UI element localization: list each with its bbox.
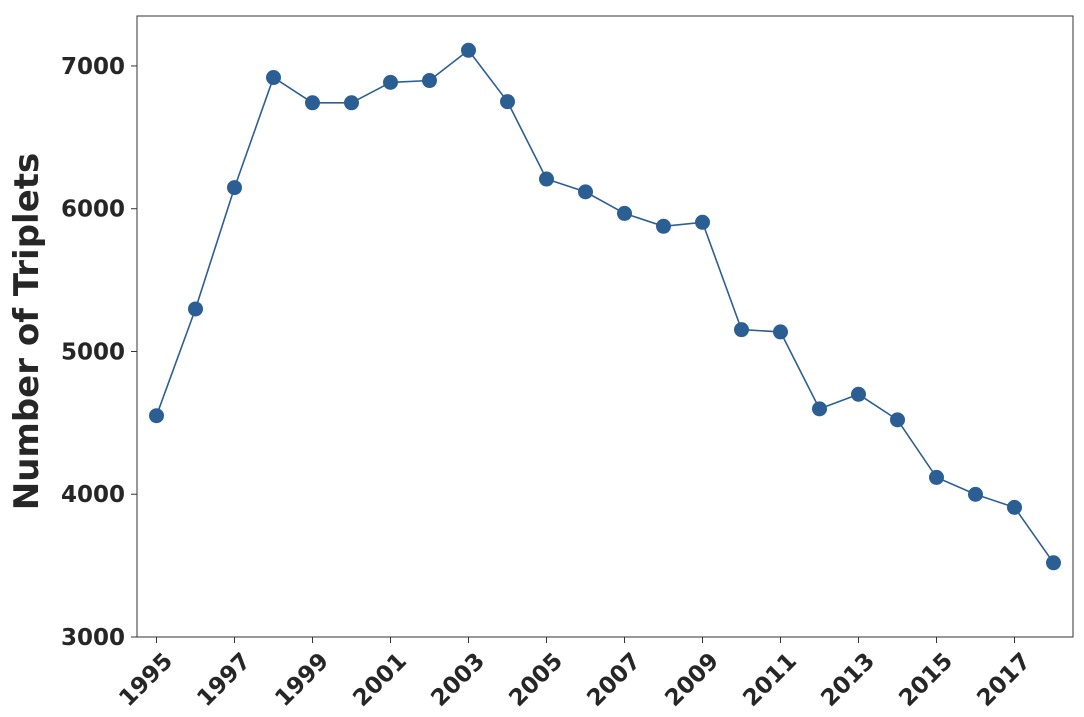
- plot-frame: [136, 15, 1074, 638]
- data-point: [1007, 499, 1022, 515]
- data-point: [1046, 555, 1061, 571]
- series-layer: [149, 42, 1061, 571]
- data-point: [344, 95, 359, 111]
- data-point: [851, 386, 866, 402]
- data-point: [188, 301, 203, 317]
- data-point: [383, 74, 398, 90]
- data-point: [929, 469, 944, 485]
- y-tick-label: 4000: [61, 482, 125, 508]
- y-tick-label: 6000: [61, 197, 125, 223]
- data-point: [617, 205, 632, 221]
- data-point: [461, 42, 476, 58]
- x-tick-label: 2005: [504, 648, 568, 712]
- data-point: [968, 486, 983, 502]
- x-tick-label: 1997: [192, 648, 256, 712]
- x-tick-label: 2015: [894, 648, 958, 712]
- y-tick-label: 7000: [61, 54, 125, 80]
- y-axis: 3000 4000 5000 6000 7000: [61, 54, 137, 651]
- data-point: [773, 324, 788, 340]
- y-tick-label: 5000: [61, 339, 125, 365]
- data-point: [149, 408, 164, 424]
- series-line: [155, 49, 1055, 564]
- x-tick-label: 2011: [738, 648, 802, 712]
- y-axis-title: Number of Triplets: [7, 153, 47, 511]
- data-point: [578, 184, 593, 200]
- x-tick-label: 2003: [426, 648, 490, 712]
- data-point: [305, 95, 320, 111]
- x-tick-label: 1999: [270, 648, 334, 712]
- data-point: [695, 214, 710, 230]
- x-axis: 1995 1997 1999 2001 2003 2005 2007 2009 2011 2013…: [114, 637, 1036, 712]
- x-tick-label: 1995: [114, 648, 178, 712]
- data-point: [266, 70, 281, 86]
- data-point: [656, 218, 671, 234]
- x-tick-label: 2007: [582, 648, 646, 712]
- x-tick-label: 2001: [348, 648, 412, 712]
- data-point: [227, 180, 242, 196]
- data-point: [539, 171, 554, 187]
- data-point: [422, 73, 437, 89]
- data-point: [734, 322, 749, 338]
- x-tick-label: 2009: [660, 648, 724, 712]
- data-point: [500, 94, 515, 110]
- y-tick-label: 3000: [61, 625, 125, 651]
- x-tick-label: 2017: [972, 648, 1036, 712]
- x-tick-label: 2013: [816, 648, 880, 712]
- data-point: [890, 412, 905, 428]
- data-point: [812, 401, 827, 417]
